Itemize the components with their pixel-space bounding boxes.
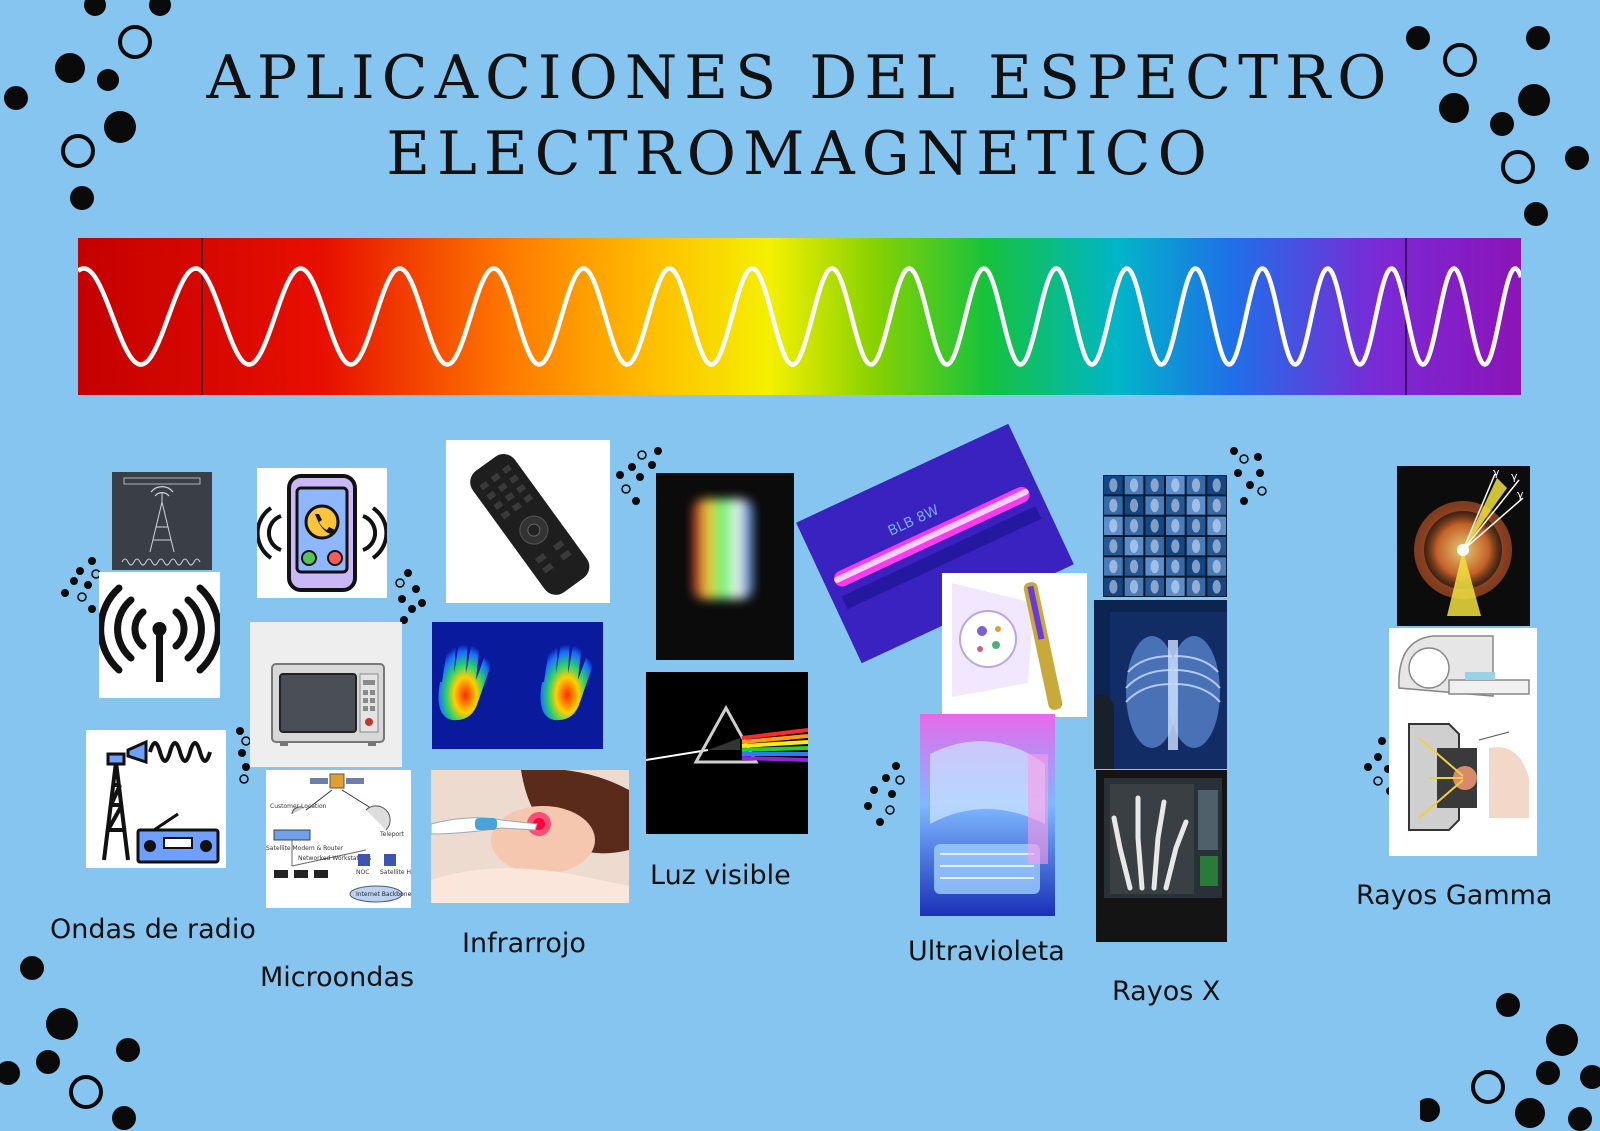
page-title-line-2: ELECTROMAGNETICO (386, 119, 1214, 189)
xray-bone (1109, 539, 1118, 553)
xray-bone (1191, 498, 1201, 513)
label-rayos-gamma: Rayos Gamma (1356, 880, 1553, 911)
infrared-therapy-image (431, 770, 629, 903)
uv-sterilizer-image (942, 573, 1087, 717)
label-luz-visible: Luz visible (650, 860, 791, 891)
xray-bone (1129, 559, 1139, 574)
page-title-line-1: APLICACIONES DEL ESPECTRO (206, 43, 1394, 113)
xray-bone (1150, 519, 1159, 533)
spectrum-wave (76, 266, 1524, 367)
label-ultravioleta: Ultravioleta (908, 936, 1065, 967)
xray-bone (1150, 580, 1159, 594)
light-prism-image (656, 473, 794, 660)
tv-remote-image (446, 440, 610, 603)
xray-bone (1129, 519, 1139, 533)
gamma-symbol: γ (1517, 488, 1524, 501)
xray-bone (1171, 498, 1180, 513)
phone-call-icon (257, 468, 387, 598)
decor-dots-small (616, 447, 662, 505)
decor-dots-small (1230, 447, 1267, 505)
decor-dots-top-left (4, 0, 171, 210)
radio-tower-image (112, 472, 212, 570)
uv-blacklight-tube-image: BLB 8W (796, 423, 1074, 664)
tanning-bed-image (920, 714, 1055, 916)
xray-bone (1191, 478, 1201, 492)
xray-bone (1109, 559, 1118, 574)
gamma-symbol: γ (1493, 466, 1500, 479)
label-microondas: Microondas (260, 962, 415, 993)
decor-dots-bottom-right (1420, 993, 1600, 1131)
hand-xray-monitor-image (1096, 770, 1227, 942)
thermal-hands-image (432, 622, 603, 749)
xray-bone (1212, 519, 1221, 533)
spectrum-banner (76, 238, 1524, 395)
xray-bone (1212, 478, 1221, 492)
decor-dots-small (61, 557, 101, 613)
radio-broadcast-icon (86, 730, 226, 868)
label-infrarrojo: Infrarrojo (462, 928, 586, 959)
xray-bone (1191, 519, 1201, 533)
xray-bone (1212, 580, 1221, 594)
label-rayos-x: Rayos X (1112, 976, 1221, 1007)
sat-label-hub: Satellite Hub (380, 869, 411, 876)
xray-bone (1191, 559, 1201, 574)
xray-bone (1191, 580, 1201, 594)
xray-bone (1109, 580, 1118, 594)
radio-signal-icon (99, 572, 220, 698)
xray-bone (1129, 539, 1139, 553)
xray-bone (1129, 478, 1139, 492)
xray-bone (1150, 539, 1159, 553)
label-ondas-de-radio: Ondas de radio (50, 914, 256, 945)
microwave-oven-image (250, 622, 402, 767)
chest-xray-image (1094, 600, 1227, 769)
spectrum-gradient (78, 238, 1521, 395)
sat-label-modem: Satellite Modem & Router (266, 845, 344, 852)
xray-bone (1109, 519, 1118, 533)
decor-dots-top-right (1406, 26, 1589, 226)
sat-label-customer: Customer Location (270, 803, 327, 810)
xray-bone (1109, 478, 1118, 492)
xray-bone (1191, 539, 1201, 553)
sat-label-teleport: Teleport (379, 831, 405, 838)
xray-bone (1171, 539, 1180, 553)
xray-bone (1109, 498, 1118, 513)
sat-label-backbone: Internet Backbone (356, 891, 411, 898)
xray-bone (1212, 539, 1221, 553)
decor-dots-small (864, 762, 905, 826)
decor-dots-small (395, 569, 426, 624)
xray-bone (1212, 559, 1221, 574)
xray-grid-image (1103, 475, 1227, 597)
xray-bone (1150, 478, 1159, 492)
sat-label-workstations: Networked Workstations (298, 855, 371, 862)
dark-side-prism-image (646, 672, 808, 834)
xray-bone (1171, 478, 1180, 492)
xray-bone (1150, 498, 1159, 513)
satellite-network-diagram: Customer Location Satellite Modem & Rout… (266, 770, 411, 908)
xray-bone (1171, 519, 1180, 533)
gamma-ray-burst-image: γ γ γ (1397, 466, 1530, 626)
xray-bone (1150, 559, 1159, 574)
gamma-knife-image (1389, 628, 1537, 856)
xray-bone (1129, 580, 1139, 594)
gamma-symbol: γ (1511, 470, 1518, 483)
xray-bone (1212, 498, 1221, 513)
xray-bone (1171, 580, 1180, 594)
decor-dots-bottom-left (0, 956, 140, 1130)
sat-label-noc: NOC (356, 869, 369, 876)
xray-bone (1129, 498, 1139, 513)
xray-bone (1171, 559, 1180, 574)
